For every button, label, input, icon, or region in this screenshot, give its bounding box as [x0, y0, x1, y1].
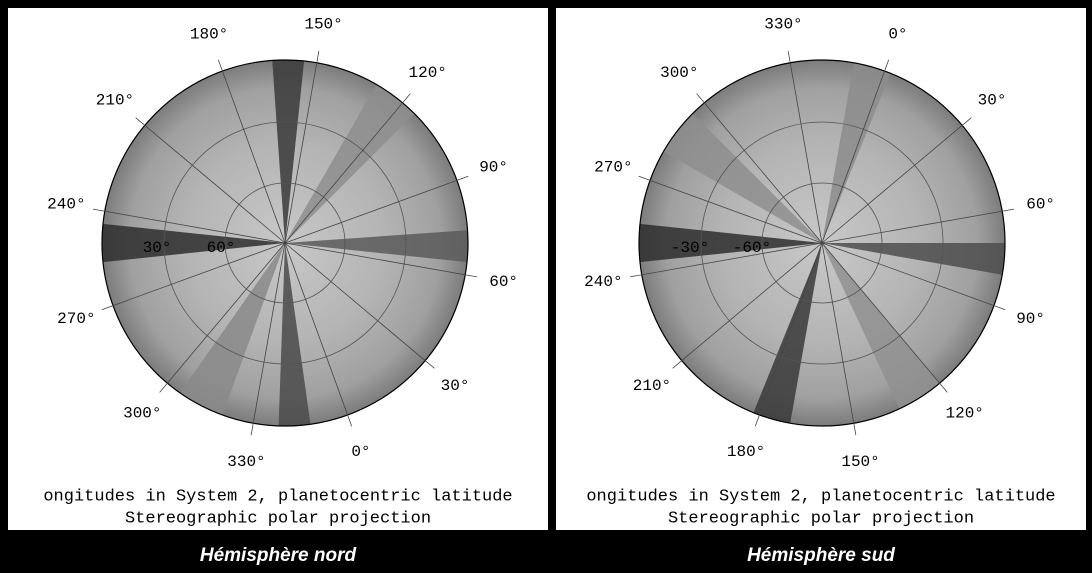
longitude-label: 240°: [47, 196, 85, 214]
latitude-label: -60°: [733, 239, 771, 257]
longitude-label: 300°: [660, 64, 698, 82]
longitude-label: 150°: [304, 16, 342, 34]
longitude-label: 90°: [479, 158, 508, 176]
longitude-label: 330°: [764, 16, 802, 34]
caption-line: ongitudes in System 2, planetocentric la…: [586, 487, 1055, 506]
latitude-label: 30°: [143, 239, 172, 257]
longitude-label: 0°: [888, 26, 907, 44]
longitude-label: 120°: [408, 64, 446, 82]
longitude-label: 150°: [841, 453, 879, 471]
longitude-label: 210°: [96, 92, 134, 110]
longitude-label: 30°: [978, 92, 1007, 110]
longitude-label: 210°: [633, 377, 671, 395]
figure: 150° 120° 90° 60° 30° 0° 330° 300° 270° 240° 210° 1…: [0, 0, 1092, 573]
longitude-label: 180°: [190, 26, 228, 44]
longitude-label: 60°: [489, 273, 518, 291]
caption-line: ongitudes in System 2, planetocentric la…: [43, 487, 512, 506]
longitude-label: 240°: [584, 273, 622, 291]
longitude-label: 60°: [1026, 196, 1055, 214]
longitude-label: 180°: [727, 443, 765, 461]
longitude-label: 30°: [441, 377, 470, 395]
panel-title: Hémisphère nord: [200, 545, 357, 566]
longitude-label: 270°: [594, 158, 632, 176]
caption-line: Stereographic polar projection: [668, 509, 974, 528]
longitude-label: 270°: [57, 310, 95, 328]
latitude-label: 60°: [207, 239, 236, 257]
longitude-label: 120°: [945, 404, 983, 422]
longitude-label: 0°: [351, 443, 370, 461]
longitude-label: 300°: [123, 404, 161, 422]
latitude-label: -30°: [671, 239, 709, 257]
panel-title: Hémisphère sud: [747, 545, 895, 566]
longitude-label: 90°: [1016, 310, 1045, 328]
caption-line: Stereographic polar projection: [125, 509, 431, 528]
longitude-label: 330°: [227, 453, 265, 471]
